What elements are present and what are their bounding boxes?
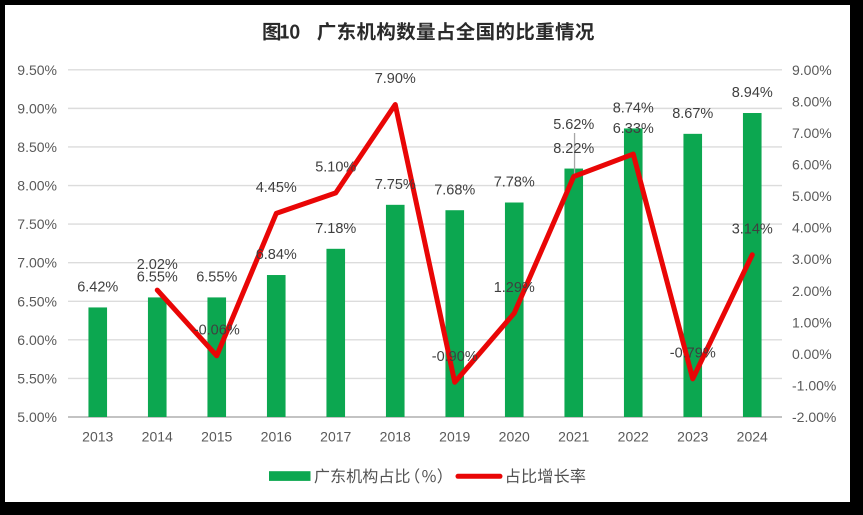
svg-text:2020: 2020 [499, 429, 530, 445]
svg-text:-0.06%: -0.06% [194, 322, 240, 338]
svg-text:8.94%: 8.94% [732, 85, 773, 101]
svg-text:2015: 2015 [201, 429, 232, 445]
svg-text:5.10%: 5.10% [315, 160, 356, 176]
svg-text:6.42%: 6.42% [77, 280, 118, 296]
svg-text:8.50%: 8.50% [17, 139, 57, 155]
svg-text:7.00%: 7.00% [17, 255, 57, 271]
svg-text:6.00%: 6.00% [792, 156, 832, 172]
svg-text:7.68%: 7.68% [434, 182, 475, 198]
svg-text:-2.00%: -2.00% [792, 409, 836, 425]
svg-text:9.00%: 9.00% [792, 62, 832, 78]
svg-text:2013: 2013 [82, 429, 113, 445]
svg-text:7.18%: 7.18% [315, 221, 356, 237]
svg-text:4.45%: 4.45% [256, 180, 297, 196]
svg-text:6.33%: 6.33% [613, 121, 654, 137]
svg-text:-0.79%: -0.79% [670, 346, 716, 362]
svg-text:7.50%: 7.50% [17, 216, 57, 232]
svg-text:2017: 2017 [320, 429, 351, 445]
svg-text:4.00%: 4.00% [792, 220, 832, 236]
svg-text:5.00%: 5.00% [792, 188, 832, 204]
svg-text:2019: 2019 [439, 429, 470, 445]
svg-text:2.02%: 2.02% [137, 257, 178, 273]
svg-text:8.74%: 8.74% [613, 101, 654, 117]
svg-text:3.14%: 3.14% [732, 221, 773, 237]
svg-text:9.00%: 9.00% [17, 100, 57, 116]
svg-text:6.55%: 6.55% [137, 270, 178, 286]
svg-text:5.00%: 5.00% [17, 409, 57, 425]
svg-text:-0.90%: -0.90% [432, 349, 478, 365]
svg-text:2022: 2022 [618, 429, 649, 445]
svg-text:3.00%: 3.00% [792, 251, 832, 267]
svg-text:8.22%: 8.22% [553, 141, 594, 157]
svg-text:6.84%: 6.84% [256, 247, 297, 263]
svg-text:1.00%: 1.00% [792, 314, 832, 330]
svg-text:6.55%: 6.55% [196, 270, 237, 286]
svg-text:8.67%: 8.67% [672, 106, 713, 122]
svg-text:0.00%: 0.00% [792, 346, 832, 362]
svg-text:1.29%: 1.29% [494, 280, 535, 296]
svg-text:7.00%: 7.00% [792, 125, 832, 141]
svg-text:6.50%: 6.50% [17, 293, 57, 309]
svg-text:7.75%: 7.75% [375, 177, 416, 193]
svg-text:-1.00%: -1.00% [792, 377, 836, 393]
svg-text:2014: 2014 [142, 429, 173, 445]
svg-text:9.50%: 9.50% [17, 62, 57, 78]
svg-text:2.00%: 2.00% [792, 283, 832, 299]
svg-text:7.78%: 7.78% [494, 175, 535, 191]
svg-text:2016: 2016 [261, 429, 292, 445]
svg-text:5.62%: 5.62% [553, 117, 594, 133]
svg-text:2023: 2023 [677, 429, 708, 445]
svg-text:2024: 2024 [737, 429, 768, 445]
svg-text:2021: 2021 [558, 429, 589, 445]
svg-text:8.00%: 8.00% [792, 93, 832, 109]
svg-text:8.00%: 8.00% [17, 178, 57, 194]
svg-text:6.00%: 6.00% [17, 332, 57, 348]
svg-text:5.50%: 5.50% [17, 370, 57, 386]
svg-text:2018: 2018 [380, 429, 411, 445]
svg-text:7.90%: 7.90% [375, 71, 416, 87]
